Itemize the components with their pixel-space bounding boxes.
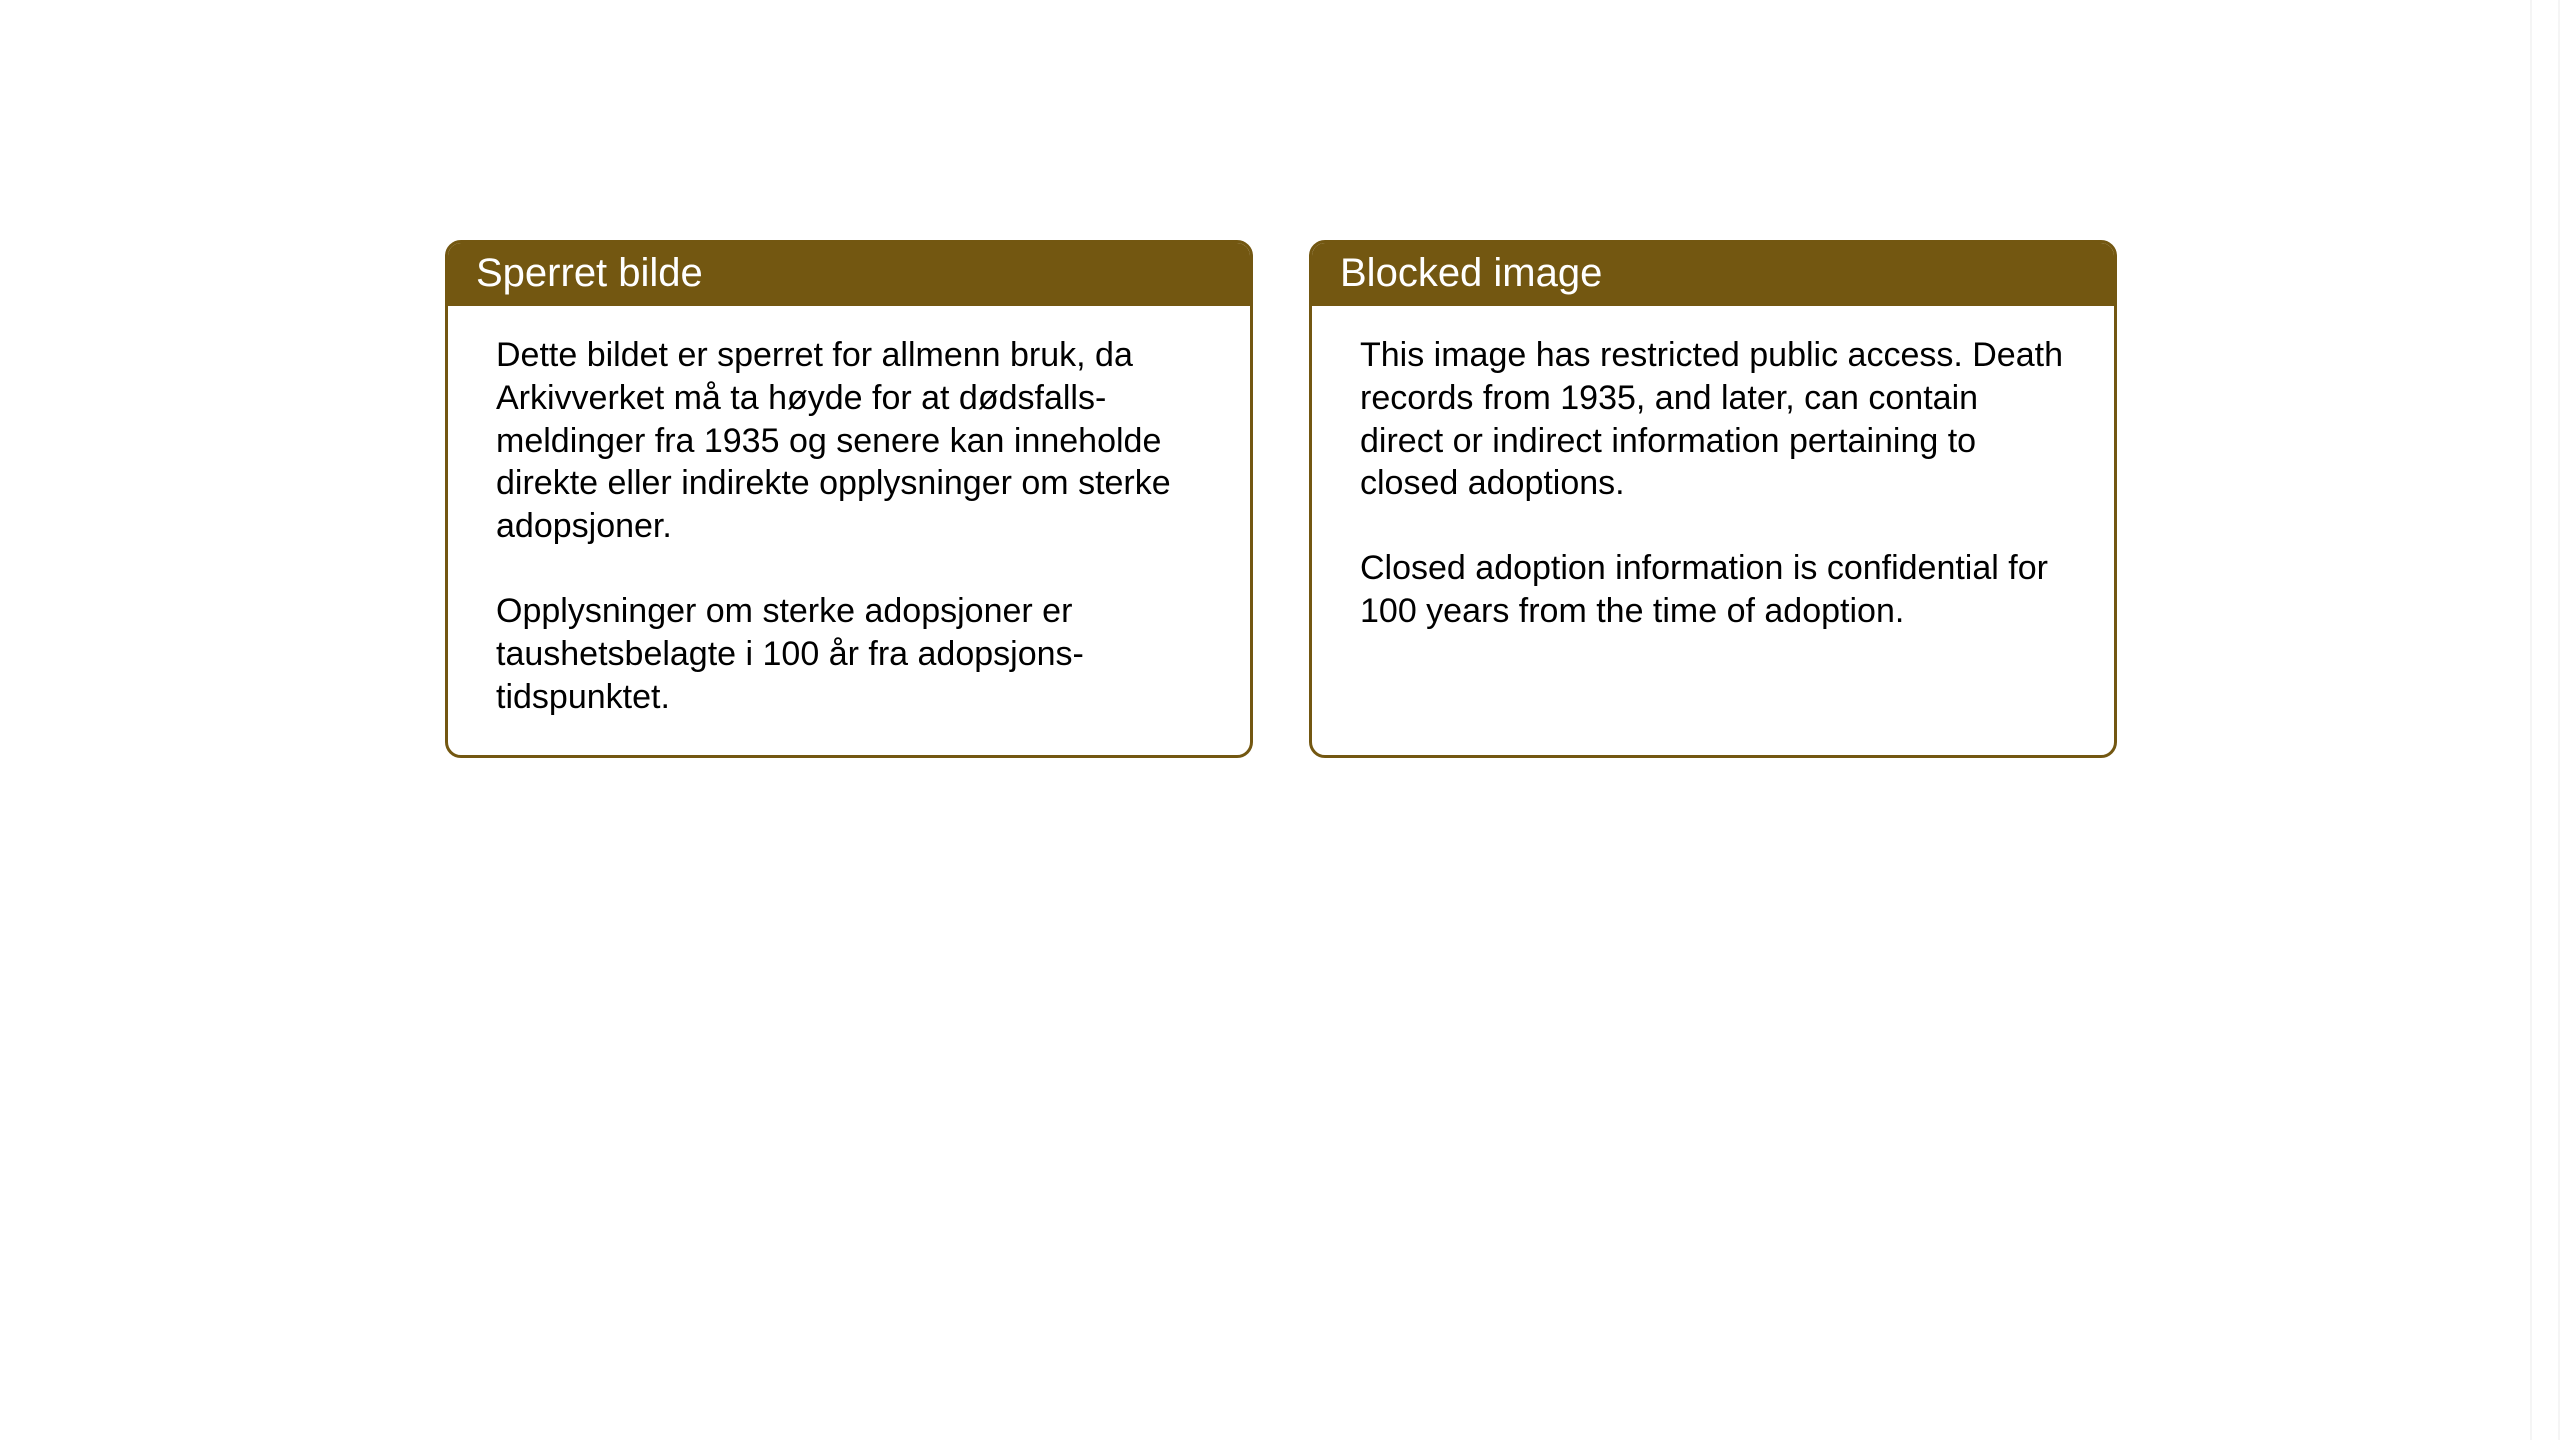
notice-header-norwegian: Sperret bilde xyxy=(448,243,1250,306)
notice-paragraph-2-english: Closed adoption information is confident… xyxy=(1360,547,2070,633)
notice-body-english: This image has restricted public access.… xyxy=(1312,306,2114,755)
notice-card-norwegian: Sperret bilde Dette bildet er sperret fo… xyxy=(445,240,1253,758)
scrollbar-vertical[interactable] xyxy=(2530,0,2560,1440)
notice-body-norwegian: Dette bildet er sperret for allmenn bruk… xyxy=(448,306,1250,755)
notice-paragraph-1-english: This image has restricted public access.… xyxy=(1360,334,2070,505)
notice-paragraph-1-norwegian: Dette bildet er sperret for allmenn bruk… xyxy=(496,334,1206,548)
notice-paragraph-2-norwegian: Opplysninger om sterke adopsjoner er tau… xyxy=(496,590,1206,718)
scrollbar-thumb[interactable] xyxy=(2532,0,2558,1440)
notice-title-norwegian: Sperret bilde xyxy=(476,251,1222,296)
notice-container: Sperret bilde Dette bildet er sperret fo… xyxy=(445,240,2117,758)
notice-title-english: Blocked image xyxy=(1340,251,2086,296)
notice-card-english: Blocked image This image has restricted … xyxy=(1309,240,2117,758)
notice-header-english: Blocked image xyxy=(1312,243,2114,306)
